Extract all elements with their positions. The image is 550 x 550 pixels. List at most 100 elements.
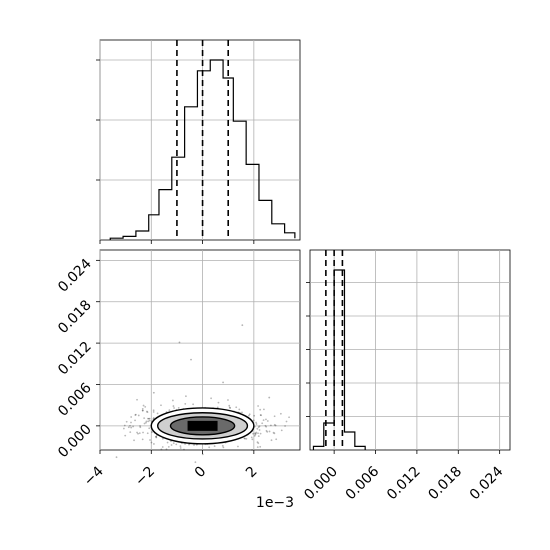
sample-point bbox=[250, 436, 253, 439]
x-tick-label: 0.024 bbox=[467, 463, 507, 503]
sample-point bbox=[137, 432, 139, 435]
sample-point bbox=[152, 391, 155, 394]
sample-point bbox=[125, 420, 128, 423]
sample-point bbox=[172, 442, 175, 445]
sample-point bbox=[150, 441, 153, 444]
y-tick-label: 0.006 bbox=[55, 380, 95, 420]
sample-point bbox=[152, 409, 155, 412]
x-offset-label: 1e−3 bbox=[256, 495, 294, 511]
sample-point bbox=[263, 408, 265, 411]
x-tick-label: 0 bbox=[192, 464, 210, 482]
y-tick-label: 0.000 bbox=[55, 421, 95, 461]
sample-point bbox=[285, 420, 288, 423]
sample-point bbox=[227, 399, 229, 401]
sample-point bbox=[136, 431, 138, 434]
sample-point bbox=[213, 445, 216, 448]
sample-point bbox=[130, 416, 133, 418]
sample-point bbox=[170, 444, 173, 446]
sample-point bbox=[273, 432, 276, 435]
sample-point bbox=[217, 401, 220, 404]
sample-point bbox=[142, 431, 144, 434]
sample-point bbox=[167, 445, 170, 448]
sample-point bbox=[141, 409, 144, 412]
sample-point bbox=[194, 461, 197, 464]
sample-point bbox=[142, 404, 145, 407]
sample-point bbox=[172, 405, 175, 407]
sample-point bbox=[245, 437, 248, 440]
sample-point bbox=[141, 407, 144, 410]
sample-point bbox=[252, 432, 254, 435]
sample-point bbox=[257, 405, 259, 407]
sample-point bbox=[130, 421, 132, 424]
sample-point bbox=[139, 425, 141, 427]
sample-point bbox=[134, 413, 137, 416]
sample-point bbox=[258, 429, 261, 431]
sample-point bbox=[134, 419, 136, 422]
sample-point bbox=[145, 420, 148, 423]
sample-point bbox=[260, 414, 262, 417]
sample-point bbox=[256, 427, 259, 430]
sample-point bbox=[192, 403, 195, 406]
sample-point bbox=[221, 444, 224, 447]
sample-point bbox=[178, 341, 181, 344]
sample-point bbox=[122, 427, 125, 430]
sample-point bbox=[148, 427, 151, 430]
sample-point bbox=[147, 417, 149, 420]
sample-point bbox=[264, 424, 267, 427]
sample-point bbox=[265, 425, 268, 428]
sample-point bbox=[171, 399, 174, 402]
sample-point bbox=[143, 422, 146, 425]
marginal-histogram-x bbox=[96, 39, 301, 244]
marginal-histogram-y: 0.000 0.006 0.012 0.018 0.024 bbox=[301, 249, 511, 504]
sample-point bbox=[149, 439, 151, 441]
sample-point bbox=[257, 432, 259, 435]
sample-point bbox=[222, 446, 225, 449]
sample-point bbox=[222, 381, 224, 384]
sample-point bbox=[146, 411, 149, 414]
sample-point bbox=[133, 439, 135, 442]
sample-point bbox=[156, 412, 159, 415]
sample-point bbox=[248, 414, 250, 417]
sample-point bbox=[259, 408, 262, 411]
x-tick-label: −4 bbox=[81, 463, 107, 489]
sample-point bbox=[261, 422, 264, 425]
sample-point bbox=[123, 424, 126, 427]
sample-point bbox=[251, 449, 253, 451]
sample-point bbox=[141, 409, 144, 412]
sample-point bbox=[266, 420, 269, 422]
sample-point bbox=[155, 435, 157, 438]
sample-point bbox=[266, 430, 269, 433]
sample-point bbox=[265, 418, 267, 421]
sample-point bbox=[175, 443, 178, 446]
sample-point bbox=[190, 358, 192, 361]
sample-point bbox=[248, 413, 251, 416]
x-tick-label: 0.006 bbox=[343, 463, 383, 503]
x-tick-label: −2 bbox=[132, 464, 158, 490]
x-tick-label: 0.000 bbox=[301, 464, 341, 504]
sample-point bbox=[130, 426, 133, 429]
sample-point bbox=[257, 426, 260, 429]
sample-point bbox=[208, 446, 211, 449]
sample-point bbox=[152, 417, 155, 419]
y-tick-label: 0.024 bbox=[55, 256, 95, 296]
sample-point bbox=[273, 423, 276, 426]
sample-point bbox=[173, 407, 175, 409]
density-core bbox=[187, 420, 218, 431]
sample-point bbox=[127, 426, 130, 429]
sample-point bbox=[279, 412, 282, 415]
sample-point bbox=[155, 435, 158, 438]
sample-point bbox=[115, 456, 118, 459]
sample-point bbox=[141, 438, 144, 441]
sample-point bbox=[183, 448, 185, 451]
sample-point bbox=[280, 429, 283, 432]
sample-point bbox=[136, 398, 138, 401]
sample-point bbox=[288, 416, 290, 419]
sample-point bbox=[274, 424, 277, 427]
sample-point bbox=[129, 431, 132, 434]
sample-point bbox=[179, 447, 182, 449]
sample-point bbox=[256, 441, 259, 444]
sample-point bbox=[255, 421, 257, 424]
x-tick-label: 0.012 bbox=[384, 464, 424, 504]
sample-point bbox=[259, 432, 262, 435]
